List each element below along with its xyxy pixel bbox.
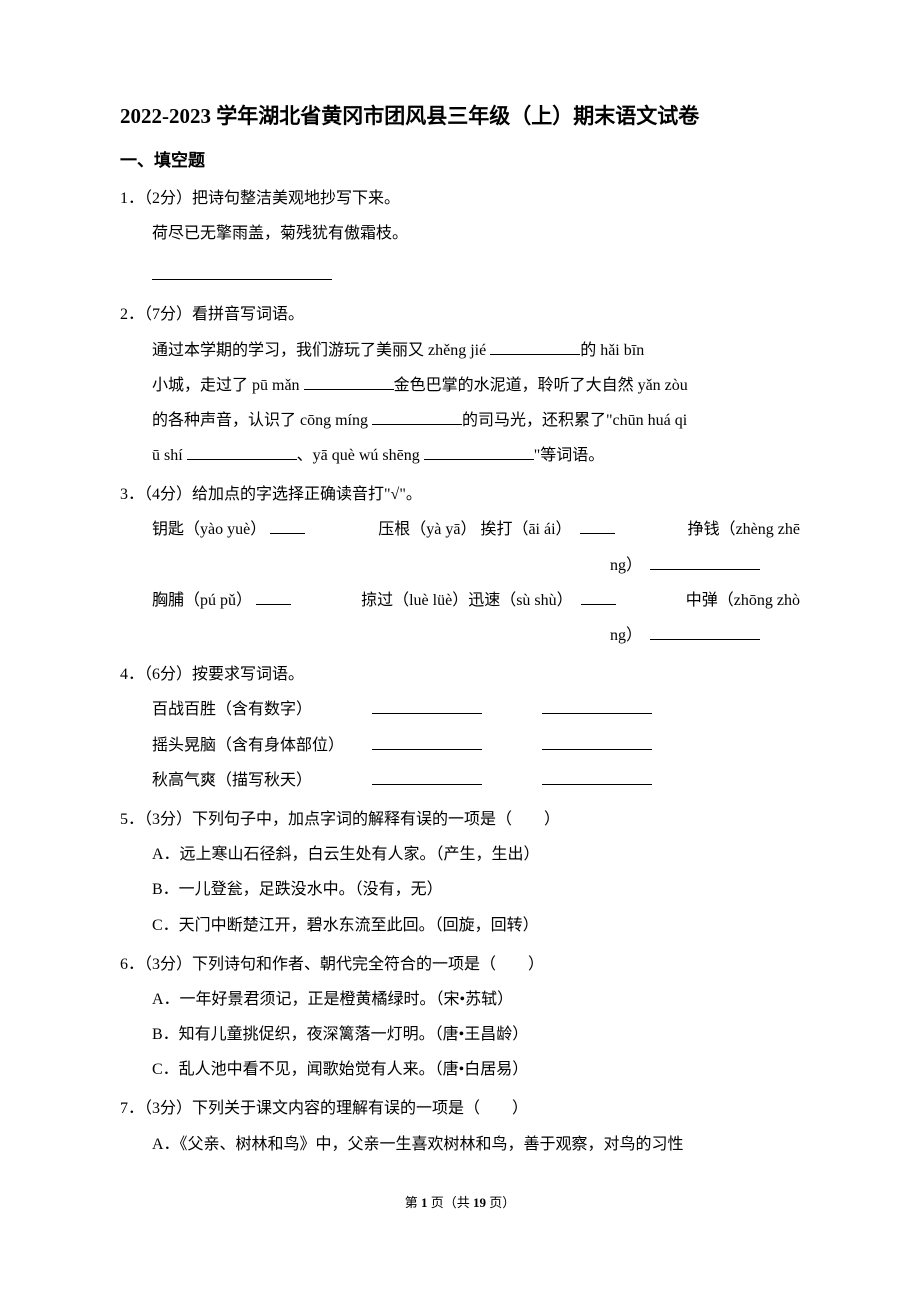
question-6: 6．（3分）下列诗句和作者、朝代完全符合的一项是（ ） A．一年好景君须记，正是… [120,947,800,1088]
q6-option-b[interactable]: B．知有儿童挑促织，夜深篱落一灯明。（唐•王昌龄） [120,1017,800,1052]
page-footer: 第 1 页（共 19 页） [120,1192,800,1211]
q3-r1c2: ng） [610,557,634,574]
q3-blank-4[interactable] [256,589,291,605]
q3-row1: 钥匙（yào yuè） 压根（yà yā） 挨打（āi ái） 挣钱（zhèng… [120,512,800,547]
q4-blank-2a[interactable] [372,734,482,750]
q3-r1c: 挣钱（zhèng zhē [688,512,800,547]
section-header: 一、填空题 [120,146,800,171]
q3-row2: 胸脯（pú pǔ） 掠过（luè lüè）迅速（sù shù） 中弹（zhōng… [120,583,800,618]
q2-l4a: ū shí [152,447,187,464]
q3-blank-5[interactable] [581,589,616,605]
q2-l1b: 的 hǎi bīn [580,342,644,359]
question-5: 5．（3分）下列句子中，加点字词的解释有误的一项是（ ） A．远上寒山石径斜，白… [120,802,800,943]
q2-l3: 的各种声音，认识了 cōng míng 的司马光，还积累了"chūn huá q… [120,403,800,438]
q6-option-a[interactable]: A．一年好景君须记，正是橙黄橘绿时。（宋•苏轼） [120,982,800,1017]
q3-r2c2: ng） [610,627,634,644]
footer-c: 页） [489,1195,515,1210]
q3-prompt: 3．（4分）给加点的字选择正确读音打"√"。 [120,477,800,512]
q4-blank-1a[interactable] [372,698,482,714]
q2-l1: 通过本学期的学习，我们游玩了美丽又 zhěng jié 的 hǎi bīn [120,333,800,368]
q5-prompt: 5．（3分）下列句子中，加点字词的解释有误的一项是（ ） [120,802,800,837]
q4-r2-label: 摇头晃脑（含有身体部位） [152,728,372,763]
q3-r2a: 胸脯（pú pǔ） [152,583,291,618]
q3-blank-2[interactable] [580,518,615,534]
q1-poem: 荷尽已无擎雨盖，菊残犹有傲霜枝。 [120,216,800,251]
q2-l2: 小城，走过了 pū mǎn 金色巴掌的水泥道，聆听了大自然 yǎn zòu [120,368,800,403]
q4-blank-2b[interactable] [542,734,652,750]
q2-l4c: "等词语。 [534,447,605,464]
question-7: 7．（3分）下列关于课文内容的理解有误的一项是（ ） A．《父亲、树林和鸟》中，… [120,1091,800,1161]
q3-r2c: 中弹（zhōng zhò [686,583,800,618]
q3-r1a: 钥匙（yào yuè） [152,512,305,547]
q2-blank-5[interactable] [424,444,534,460]
q6-option-c[interactable]: C．乱人池中看不见，闻歌始觉有人来。（唐•白居易） [120,1052,800,1087]
footer-a: 第 [405,1195,418,1210]
q5-option-c[interactable]: C．天门中断楚江开，碧水东流至此回。（回旋，回转） [120,908,800,943]
q3-blank-6[interactable] [650,624,760,640]
footer-current: 1 [421,1195,428,1210]
q2-l2b: 金色巴掌的水泥道，聆听了大自然 yǎn zòu [394,377,688,394]
q4-blank-3a[interactable] [372,769,482,785]
q1-answer-line [120,251,800,293]
q5-option-b[interactable]: B．一儿登瓮，足跌没水中。（没有，无） [120,872,800,907]
question-2: 2．（7分）看拼音写词语。 通过本学期的学习，我们游玩了美丽又 zhěng ji… [120,297,800,473]
question-3: 3．（4分）给加点的字选择正确读音打"√"。 钥匙（yào yuè） 压根（yà… [120,477,800,653]
q2-l4b: 、yā què wú shēng [297,447,424,464]
q4-row3: 秋高气爽（描写秋天） [120,763,800,798]
q3-r1-cont: ng） [120,548,800,583]
q4-row1: 百战百胜（含有数字） [120,692,800,727]
q3-r2b: 掠过（luè lüè）迅速（sù shù） [361,583,616,618]
q4-prompt: 4．（6分）按要求写词语。 [120,657,800,692]
q6-prompt: 6．（3分）下列诗句和作者、朝代完全符合的一项是（ ） [120,947,800,982]
q7-prompt: 7．（3分）下列关于课文内容的理解有误的一项是（ ） [120,1091,800,1126]
q3-r1b: 压根（yà yā） 挨打（āi ái） [378,512,614,547]
q3-blank-1[interactable] [270,518,305,534]
q7-option-a[interactable]: A．《父亲、树林和鸟》中，父亲一生喜欢树林和鸟，善于观察，对鸟的习性 [120,1127,800,1162]
question-4: 4．（6分）按要求写词语。 百战百胜（含有数字） 摇头晃脑（含有身体部位） 秋高… [120,657,800,798]
q2-blank-1[interactable] [490,339,580,355]
q4-blank-3b[interactable] [542,769,652,785]
q3-r2-cont: ng） [120,618,800,653]
footer-total: 19 [473,1195,486,1210]
q2-l3a: 的各种声音，认识了 cōng míng [152,412,372,429]
q4-r1-label: 百战百胜（含有数字） [152,692,372,727]
q2-prompt: 2．（7分）看拼音写词语。 [120,297,800,332]
q2-blank-2[interactable] [304,374,394,390]
q3-blank-3[interactable] [650,554,760,570]
q1-prompt: 1．（2分）把诗句整洁美观地抄写下来。 [120,181,800,216]
q2-l2a: 小城，走过了 pū mǎn [152,377,304,394]
question-1: 1．（2分）把诗句整洁美观地抄写下来。 荷尽已无擎雨盖，菊残犹有傲霜枝。 [120,181,800,294]
q2-l4: ū shí 、yā què wú shēng "等词语。 [120,438,800,473]
q5-option-a[interactable]: A．远上寒山石径斜，白云生处有人家。（产生，生出） [120,837,800,872]
q4-row2: 摇头晃脑（含有身体部位） [120,728,800,763]
q2-blank-4[interactable] [187,444,297,460]
q2-blank-3[interactable] [372,409,462,425]
exam-title: 2022-2023 学年湖北省黄冈市团风县三年级（上）期末语文试卷 [120,100,800,134]
q2-l1a: 通过本学期的学习，我们游玩了美丽又 zhěng jié [152,342,490,359]
q2-l3b: 的司马光，还积累了"chūn huá qi [462,412,687,429]
q4-blank-1b[interactable] [542,698,652,714]
q4-r3-label: 秋高气爽（描写秋天） [152,763,372,798]
footer-b: 页（共 [431,1195,470,1210]
